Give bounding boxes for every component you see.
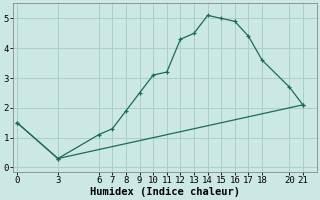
X-axis label: Humidex (Indice chaleur): Humidex (Indice chaleur) bbox=[90, 186, 240, 197]
